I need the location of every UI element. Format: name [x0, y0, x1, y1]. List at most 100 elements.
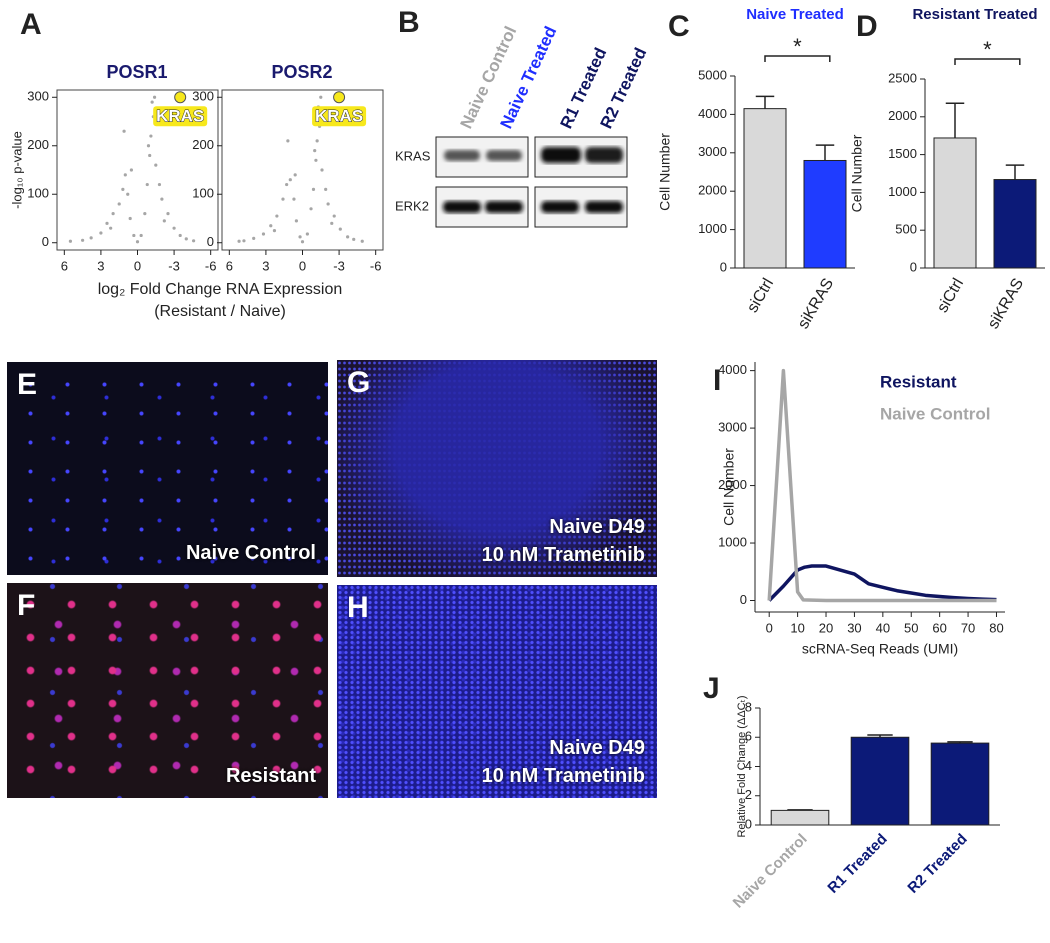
x-axis-label: log₂ Fold Change RNA Expression [98, 281, 343, 298]
micrograph-label: Naive D49 10 nM Trametinib [482, 513, 645, 569]
y-tick-label: 1000 [888, 184, 917, 199]
y-tick-label: 8 [745, 699, 752, 714]
x-tick-label: 30 [847, 620, 861, 635]
point [145, 182, 149, 187]
point [285, 182, 289, 187]
micrograph: H Naive D49 10 nM Trametinib [337, 585, 657, 798]
x-axis-label: scRNA-Seq Reads (UMI) [802, 641, 958, 657]
y-tick-label: 4000 [698, 106, 727, 121]
bar [743, 108, 787, 269]
x-tick-label: 6 [61, 258, 68, 273]
x-tick-label: 80 [989, 620, 1003, 635]
point [338, 227, 342, 231]
point [148, 153, 152, 158]
chart-title: POSR1 [106, 62, 167, 82]
bar [770, 809, 830, 826]
bar [933, 137, 977, 269]
y-tick-label: 0 [207, 234, 214, 249]
point [293, 173, 297, 177]
point [135, 240, 140, 244]
point [311, 187, 316, 191]
y-tick-label: 1500 [888, 146, 917, 161]
band [485, 201, 523, 213]
x-tick-label: -6 [205, 258, 217, 273]
point [292, 197, 296, 201]
y-tick-label: 5000 [698, 67, 727, 82]
point [166, 212, 170, 216]
point [132, 233, 136, 238]
x-tick-label: -3 [333, 258, 345, 273]
point [139, 233, 143, 238]
point [352, 237, 356, 241]
x-tick-label: 70 [961, 620, 975, 635]
x-tick-label: R1 Treated [824, 831, 890, 897]
bar [930, 742, 990, 826]
y-tick-label: 0 [720, 259, 727, 274]
band [444, 150, 480, 161]
y-tick-label: 0 [745, 816, 752, 831]
point [178, 233, 182, 238]
point [314, 158, 318, 162]
x-tick-label: 10 [790, 620, 804, 635]
x-tick-label: siCtrl [934, 276, 967, 316]
point [269, 224, 273, 228]
significance-label: * [983, 37, 992, 62]
point [160, 197, 164, 201]
label-line: Naive D49 [549, 516, 645, 538]
point [294, 219, 299, 223]
point [154, 163, 158, 167]
point [298, 235, 302, 239]
label-line: 10 nM Trametinib [481, 544, 645, 566]
y-tick-label: 2000 [888, 108, 917, 123]
y-axis-label: -log₁₀ p-value [9, 131, 24, 209]
panel-letter: B [398, 6, 420, 39]
point [272, 229, 277, 233]
chart-title: POSR2 [271, 62, 332, 82]
y-tick-label: 0 [910, 259, 917, 274]
x-tick-label: -6 [370, 258, 382, 273]
x-tick-label: 6 [226, 258, 233, 273]
band [443, 201, 481, 213]
bar [803, 159, 847, 269]
point [128, 216, 132, 221]
y-tick-label: 300 [27, 89, 49, 104]
x-tick-label: 3 [262, 258, 269, 273]
row-label: ERK2 [395, 198, 429, 213]
y-tick-label: 100 [27, 186, 49, 201]
point [81, 238, 85, 242]
x-axis-label: (Resistant / Naive) [154, 303, 286, 320]
point [157, 182, 162, 187]
x-tick-label: 50 [904, 620, 918, 635]
x-tick-label: 40 [876, 620, 890, 635]
panel-letter: F [17, 589, 36, 622]
x-tick-label: siCtrl [744, 276, 777, 316]
point [149, 134, 153, 138]
chart-title: Naive Treated [746, 6, 844, 23]
point [242, 239, 246, 243]
point [326, 202, 330, 206]
panel-letter: H [347, 591, 369, 624]
x-tick-label: 20 [819, 620, 833, 635]
point [162, 219, 166, 223]
x-tick-label: siKRAS [795, 276, 837, 332]
y-axis-label: Relative Fold Change (ΔΔCₜ) [736, 695, 748, 837]
significance-bracket [764, 55, 831, 62]
micrograph: G Naive D49 10 nM Trametinib [337, 360, 657, 577]
y-axis-label: Cell Number [849, 134, 865, 212]
point [305, 232, 309, 236]
y-tick-label: 2500 [888, 70, 917, 85]
micrograph: F Resistant [7, 583, 328, 798]
western-blot: B Naive Control Naive Treated R1 Treated… [395, 6, 650, 228]
micrograph-label: Naive D49 10 nM Trametinib [482, 734, 645, 790]
label-line: Naive Control [185, 542, 316, 564]
y-axis-label: Cell Number [657, 133, 673, 211]
y-tick-label: 4000 [718, 362, 747, 377]
point [313, 149, 317, 153]
label-line: 10 nM Trametinib [481, 765, 645, 787]
x-tick-label: siKRAS [985, 276, 1027, 332]
series-line [767, 368, 997, 603]
legend-label: Naive Control [880, 404, 991, 423]
panel-letter: C [668, 10, 690, 43]
x-tick-label: R2 Treated [904, 831, 970, 897]
band [486, 150, 522, 161]
